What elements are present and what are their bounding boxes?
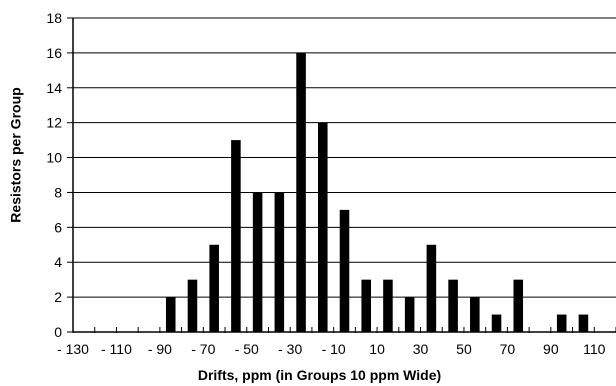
bar <box>448 279 458 332</box>
bar <box>513 279 524 332</box>
bar <box>209 244 219 332</box>
x-tick-label: - 10 <box>322 341 346 357</box>
x-tick-label: - 110 <box>101 341 132 357</box>
x-tick-label: 10 <box>369 341 385 357</box>
bar <box>274 192 285 332</box>
bar <box>556 314 567 332</box>
bars <box>165 52 589 333</box>
bar <box>470 297 480 332</box>
x-tick-label: 50 <box>456 341 472 357</box>
y-tick-label: 0 <box>54 324 62 340</box>
gridlines <box>73 17 616 298</box>
y-tick-label: 14 <box>46 80 62 96</box>
x-tick-label: - 90 <box>148 341 172 357</box>
bar <box>361 279 371 332</box>
bar <box>165 297 176 332</box>
x-tick-label: 30 <box>413 341 429 357</box>
bar <box>318 122 328 333</box>
y-tick-label: 8 <box>54 184 62 200</box>
bar <box>231 140 241 332</box>
x-tick-label: - 30 <box>278 341 302 357</box>
bar <box>426 244 437 332</box>
bar <box>296 52 306 333</box>
x-tick-label: - 130 <box>57 341 89 357</box>
y-tick-label: 10 <box>46 150 62 166</box>
bar <box>404 297 415 332</box>
y-tick-label: 4 <box>54 254 62 270</box>
x-tick-labels: - 130 - 110 - 90 - 70 - 50 - 30 - 10 10 30 50 70 90… <box>57 341 606 357</box>
y-tick-label: 2 <box>54 289 62 305</box>
x-tick-label: - 70 <box>191 341 215 357</box>
x-axis-title: Drifts, ppm (in Groups 10 ppm Wide) <box>198 367 441 383</box>
y-tick-labels: 0 2 4 6 8 10 12 14 16 18 <box>46 10 62 340</box>
bar <box>578 314 589 332</box>
y-tick-label: 12 <box>46 115 62 131</box>
bar <box>339 209 350 332</box>
x-tick-label: - 50 <box>235 341 259 357</box>
x-tick-label: 110 <box>583 341 606 357</box>
bar <box>187 279 198 332</box>
axes <box>67 17 616 333</box>
x-tick-label: 90 <box>543 341 559 357</box>
y-axis-title: Resistors per Group <box>8 87 24 222</box>
bar <box>383 279 393 332</box>
bar <box>252 192 263 332</box>
y-tick-label: 18 <box>46 10 62 26</box>
bar <box>491 314 502 332</box>
y-tick-label: 6 <box>54 219 62 235</box>
x-tick-label: 70 <box>500 341 516 357</box>
y-tick-label: 16 <box>46 45 62 61</box>
